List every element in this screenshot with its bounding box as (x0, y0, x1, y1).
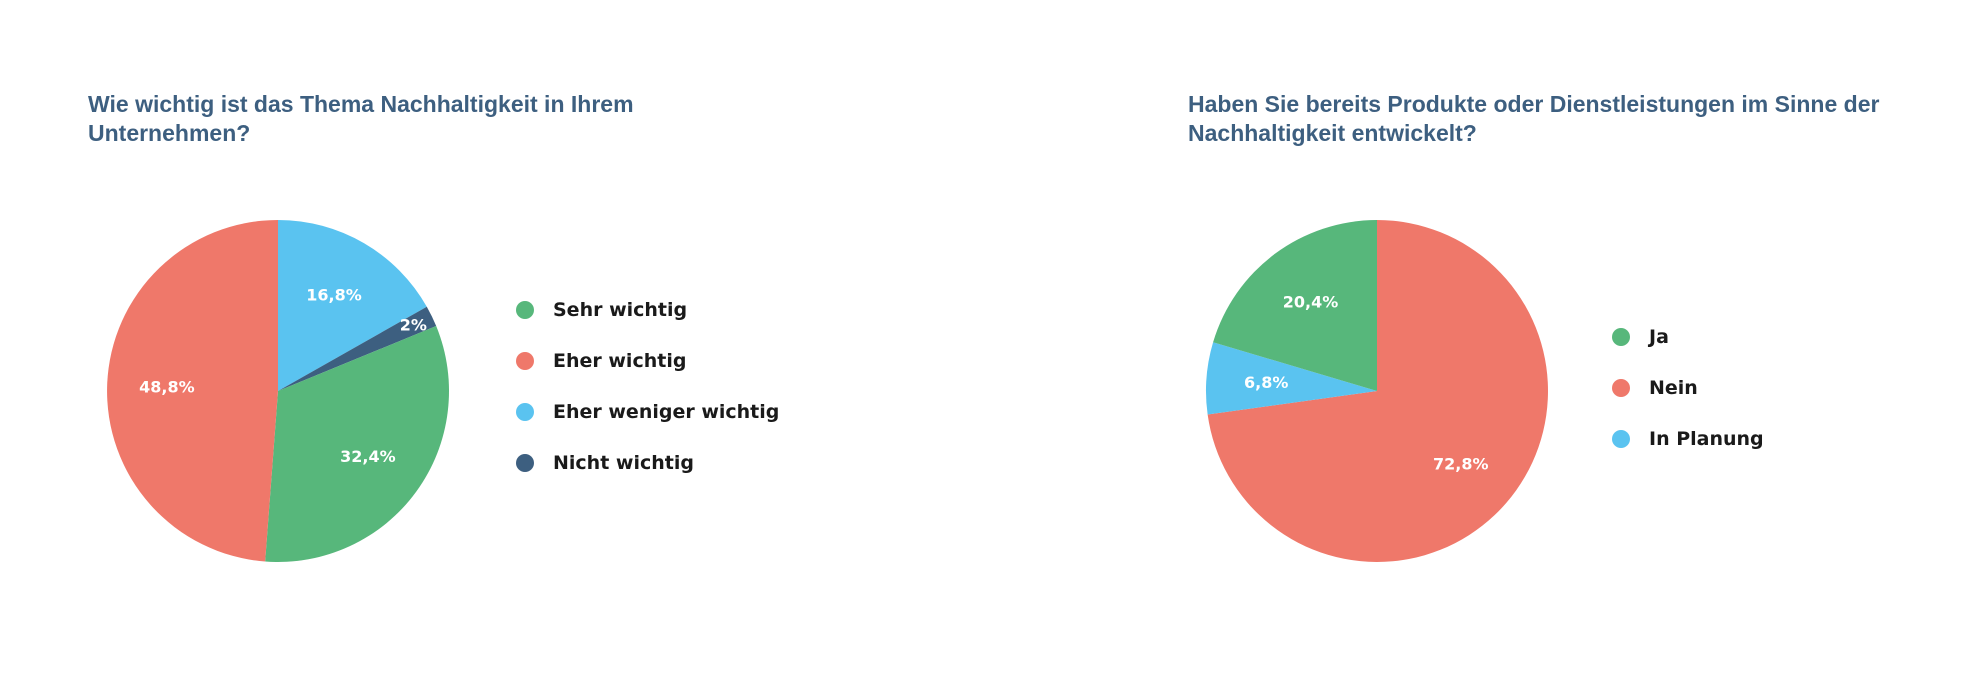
slice-value-label: 32,4% (340, 447, 396, 466)
pie-slice[interactable] (278, 306, 437, 391)
legend-dot-icon (1612, 379, 1630, 397)
legend-label: Ja (1649, 326, 1669, 348)
slice-value-label: 2% (400, 316, 427, 335)
pie-slice[interactable] (278, 220, 427, 391)
legend-label: Eher weniger wichtig (553, 401, 780, 423)
legend-dot-icon (516, 454, 534, 472)
legend-dot-icon (516, 403, 534, 421)
slice-value-label: 20,4% (1283, 292, 1339, 311)
legend-label: Sehr wichtig (553, 299, 688, 321)
pie-chart-products: Haben Sie bereits Produkte oder Dienstle… (990, 0, 1980, 676)
pie-slice[interactable] (1207, 220, 1548, 562)
pie-slice[interactable] (1205, 342, 1377, 415)
pie-slice[interactable] (265, 326, 449, 562)
legend-label: Eher wichtig (553, 350, 687, 372)
legend-label: In Planung (1649, 428, 1764, 450)
pie-slice[interactable] (1213, 220, 1377, 391)
legend-dot-icon (1612, 328, 1630, 346)
chart-title: Wie wichtig ist das Thema Nachhaltigkeit… (88, 91, 634, 146)
legend-dot-icon (516, 352, 534, 370)
legend-dot-icon (1612, 430, 1630, 448)
slice-value-label: 6,8% (1244, 373, 1288, 392)
pie-chart-importance: Wie wichtig ist das Thema Nachhaltigkeit… (88, 91, 780, 562)
legend-label: Nein (1649, 377, 1698, 399)
slice-value-label: 72,8% (1433, 455, 1489, 474)
legend-label: Nicht wichtig (553, 452, 694, 474)
pie-importance: 16,8% 2% 32,4% 48,8% (107, 220, 449, 562)
slice-value-label: 16,8% (306, 286, 362, 305)
slice-value-label: 48,8% (139, 377, 195, 396)
chart-title: Haben Sie bereits Produkte oder Dienstle… (1188, 91, 1880, 146)
pie-products: 72,8% 6,8% 20,4% (1205, 220, 1548, 562)
legend-dot-icon (516, 301, 534, 319)
pie-slice[interactable] (107, 220, 278, 562)
